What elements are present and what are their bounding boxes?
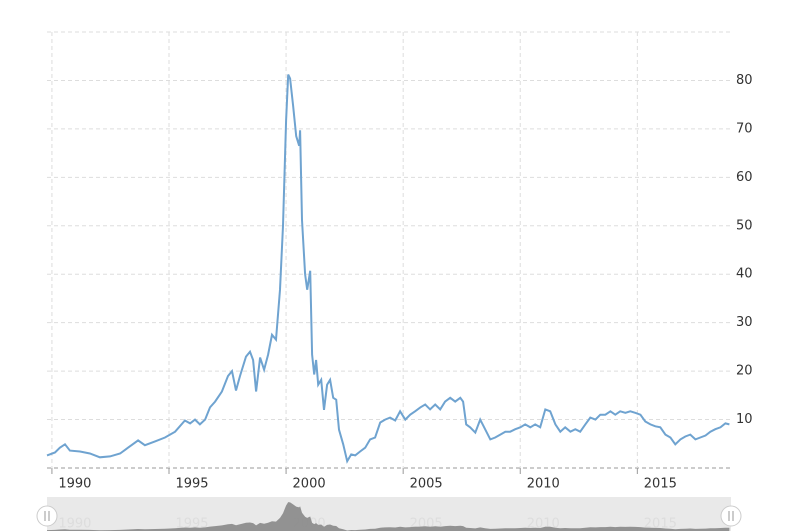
y-tick-label: 40	[736, 267, 753, 282]
navigator-area	[47, 502, 730, 531]
y-tick-label: 70	[736, 121, 753, 136]
x-tick-label: 1995	[175, 477, 208, 492]
y-tick-label: 10	[736, 412, 753, 427]
navigator-tick-label: 2015	[644, 517, 677, 531]
navigator-handle[interactable]	[36, 505, 58, 527]
handle-left[interactable]	[36, 505, 58, 527]
x-tick-label: 2000	[293, 477, 326, 492]
navigator-tick-label: 1995	[175, 517, 208, 531]
x-tick-label: 2010	[527, 477, 560, 492]
navigator-handle[interactable]	[720, 505, 742, 527]
line	[46, 74, 730, 464]
handle-right[interactable]	[720, 505, 742, 527]
y-tick-label: 50	[736, 218, 753, 233]
x-tick-label: 1990	[58, 477, 91, 492]
y-tick-label: 80	[736, 73, 753, 88]
navigator-tick-label: 1990	[58, 517, 91, 531]
y-tick-label: 30	[736, 315, 753, 330]
x-tick-label: 2005	[410, 477, 443, 492]
x-tick-label: 2015	[644, 477, 677, 492]
y-tick-label: 60	[736, 170, 753, 185]
y-tick-label: 20	[736, 364, 753, 379]
navigator[interactable]	[47, 497, 731, 531]
